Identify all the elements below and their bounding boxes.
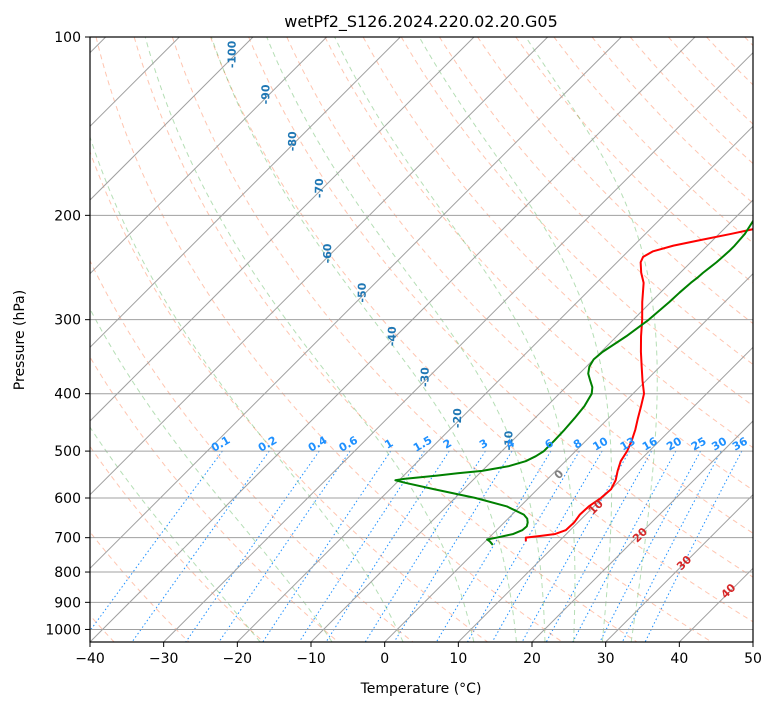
x-tick-label: 30	[597, 651, 615, 667]
dry-adiabat	[90, 445, 264, 642]
y-tick-label: 500	[54, 444, 81, 460]
mixing-ratio-line	[218, 450, 351, 642]
isotherm-line	[457, 346, 753, 642]
x-axis-label: Temperature (°C)	[360, 681, 482, 697]
mixing-ratio-line	[621, 450, 722, 642]
y-axis-label: Pressure (hPa)	[12, 290, 28, 390]
plot-frame	[89, 36, 754, 643]
x-tick-label: −30	[149, 651, 179, 667]
isotherm-line	[384, 272, 753, 642]
isotherm-line	[531, 420, 753, 642]
isotherm-line	[90, 37, 328, 275]
isotherm-line	[90, 37, 622, 570]
isotherm-label: -20	[451, 408, 464, 428]
dry-adiabat	[400, 37, 753, 407]
y-tick-label: 300	[54, 313, 81, 329]
mixing-ratio-line	[545, 450, 653, 642]
isotherm-line	[605, 493, 753, 642]
mixing-ratio-line	[521, 450, 630, 642]
isotherm-label: -80	[286, 131, 299, 151]
moist-adiabat	[144, 37, 475, 642]
x-tick-label: 10	[449, 651, 467, 667]
moist-adiabat	[90, 426, 261, 642]
mixing-ratio-line	[298, 450, 425, 642]
isotherm-line	[90, 37, 475, 422]
isotherm-line	[236, 125, 753, 642]
x-tick-label: −10	[296, 651, 326, 667]
x-tick-label: 0	[380, 651, 389, 667]
isotherm-label: -10	[502, 430, 515, 450]
isotherm-line	[90, 37, 549, 496]
plot-area	[90, 37, 753, 642]
x-tick-label: 40	[670, 651, 688, 667]
isotherm-line	[310, 199, 753, 642]
moist-adiabat	[334, 37, 576, 642]
background-lines	[90, 37, 753, 642]
mixing-ratio-line	[90, 450, 223, 632]
dry-adiabat	[90, 150, 488, 642]
dry-adiabat	[248, 37, 753, 578]
moist-adiabat	[266, 37, 546, 642]
isotherm-label: -60	[321, 243, 334, 263]
dry-adiabat	[210, 37, 753, 623]
temperature-profile	[524, 228, 753, 542]
isotherm-line	[90, 37, 254, 201]
mixing-ratio-line	[572, 450, 677, 642]
y-tick-label: 1000	[45, 622, 81, 638]
y-tick-label: 900	[54, 595, 81, 611]
isotherm-label: -40	[386, 326, 399, 346]
y-tick-label: 200	[54, 208, 81, 224]
y-tick-label: 700	[54, 531, 81, 547]
isotherm-line	[90, 37, 401, 349]
mixing-ratio-line	[491, 450, 603, 642]
dry-adiabat	[95, 37, 563, 642]
isotherm-line	[90, 37, 696, 642]
isotherm-label: -50	[356, 282, 369, 302]
data-lines	[394, 219, 753, 546]
isotherm-label: -30	[418, 367, 431, 387]
y-tick-label: 400	[54, 387, 81, 403]
mixing-ratio-line	[644, 450, 743, 642]
dry-adiabat	[133, 37, 638, 642]
dry-adiabat	[362, 37, 753, 449]
isotherm-line	[163, 51, 753, 642]
y-tick-label: 100	[54, 30, 81, 46]
x-tick-label: 20	[523, 651, 541, 667]
dewpoint-profile	[394, 219, 753, 546]
isotherm-label: -90	[259, 84, 272, 104]
moist-adiabat	[525, 37, 658, 642]
isotherm-label: -100	[225, 40, 238, 68]
chart-title: wetPf2_S126.2024.220.02.20.G05	[284, 12, 558, 32]
axis-ticks: −40 −30 −20 −10 0 10 20 30 40 50 100 200 300 400 500 60…	[45, 30, 762, 667]
y-tick-label: 600	[54, 491, 81, 507]
mixing-ratio-line	[185, 450, 320, 642]
isotherm-label: -70	[313, 178, 326, 198]
mixing-ratio-line	[262, 450, 392, 642]
x-tick-label: −40	[75, 651, 105, 667]
y-tick-label: 800	[54, 565, 81, 581]
mixing-ratio-line	[599, 450, 701, 642]
moist-adiabat	[90, 135, 404, 642]
x-tick-label: −20	[223, 651, 253, 667]
x-tick-label: 50	[744, 651, 762, 667]
dry-adiabat	[324, 37, 753, 491]
moist-adiabat	[210, 37, 517, 642]
